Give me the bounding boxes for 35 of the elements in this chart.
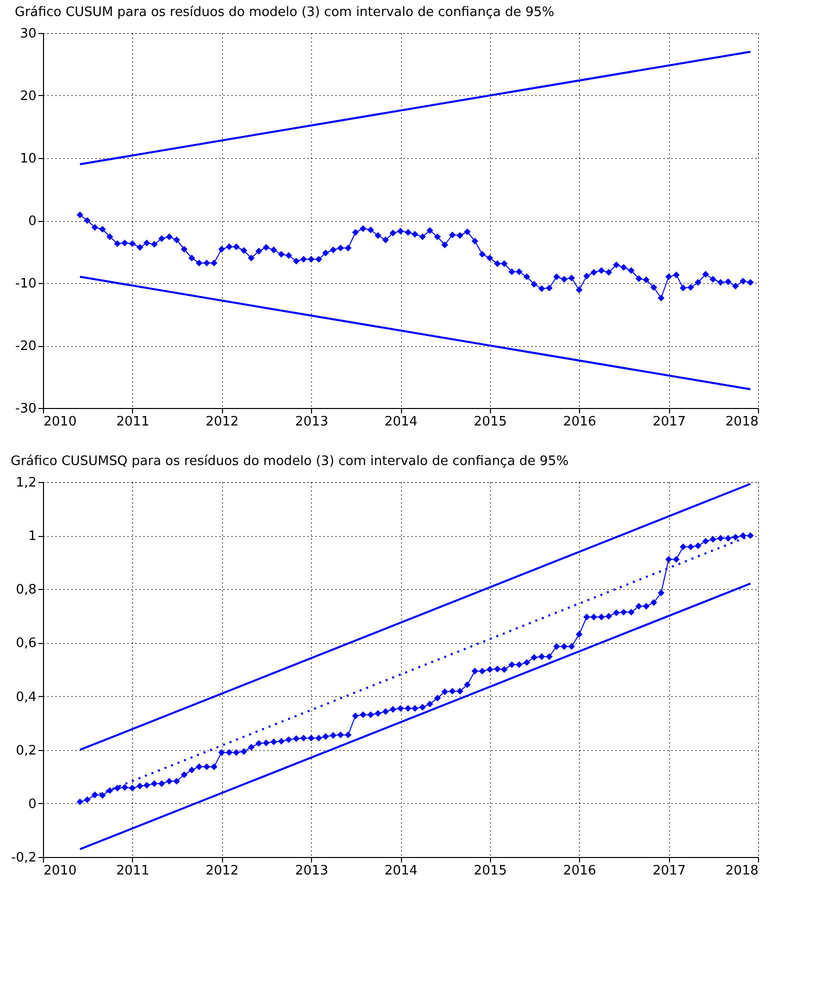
y-tick-label: 30	[20, 26, 36, 42]
y-tick-label: 0,6	[16, 636, 36, 652]
x-tick-label: 2014	[384, 414, 418, 430]
y-tick-label: 20	[20, 89, 36, 104]
x-tick-label: 2016	[563, 864, 596, 878]
x-tick-label: 2013	[295, 864, 328, 878]
x-tick-label: 2013	[295, 414, 328, 430]
y-tick-label: 0	[28, 214, 36, 229]
x-tick-label: 2015	[474, 864, 507, 878]
x-tick-label: 2011	[116, 864, 150, 878]
x-tick-label: 2012	[206, 864, 239, 878]
y-tick-label: 0,2	[16, 743, 36, 758]
y-tick-label: -0,2	[11, 850, 36, 866]
y-tick-label: 0	[28, 796, 36, 812]
x-tick-label: 2010	[44, 864, 77, 878]
y-tick-label: 0,8	[16, 582, 36, 598]
y-tick-label: -30	[15, 402, 36, 416]
x-tick-label: 2012	[206, 414, 239, 430]
x-tick-label: 2010	[44, 414, 77, 430]
y-tick-label: 1,2	[16, 476, 36, 490]
x-tick-label: 2014	[384, 864, 418, 878]
chart-title: Gráfico CUSUMSQ para os resíduos do modelo (3) com intervalo de confiança de 95%	[10, 454, 569, 469]
y-tick-label: -10	[15, 276, 36, 292]
x-tick-label: 2015	[474, 414, 507, 430]
y-tick-label: 10	[20, 152, 36, 166]
y-tick-label: -20	[15, 339, 36, 354]
x-tick-label: 2011	[116, 414, 150, 430]
x-tick-label: 2017	[652, 414, 686, 430]
x-tick-label: 2017	[652, 864, 686, 878]
x-tick-label: 2016	[563, 414, 596, 430]
y-tick-label: 0,4	[16, 690, 36, 705]
chart-title: Gráfico CUSUM para os resíduos do modelo (3) com intervalo de confiança de 95%	[14, 5, 554, 20]
x-tick-label: 2018	[725, 864, 758, 878]
y-tick-label: 1	[28, 529, 36, 544]
x-tick-label: 2018	[725, 414, 758, 430]
